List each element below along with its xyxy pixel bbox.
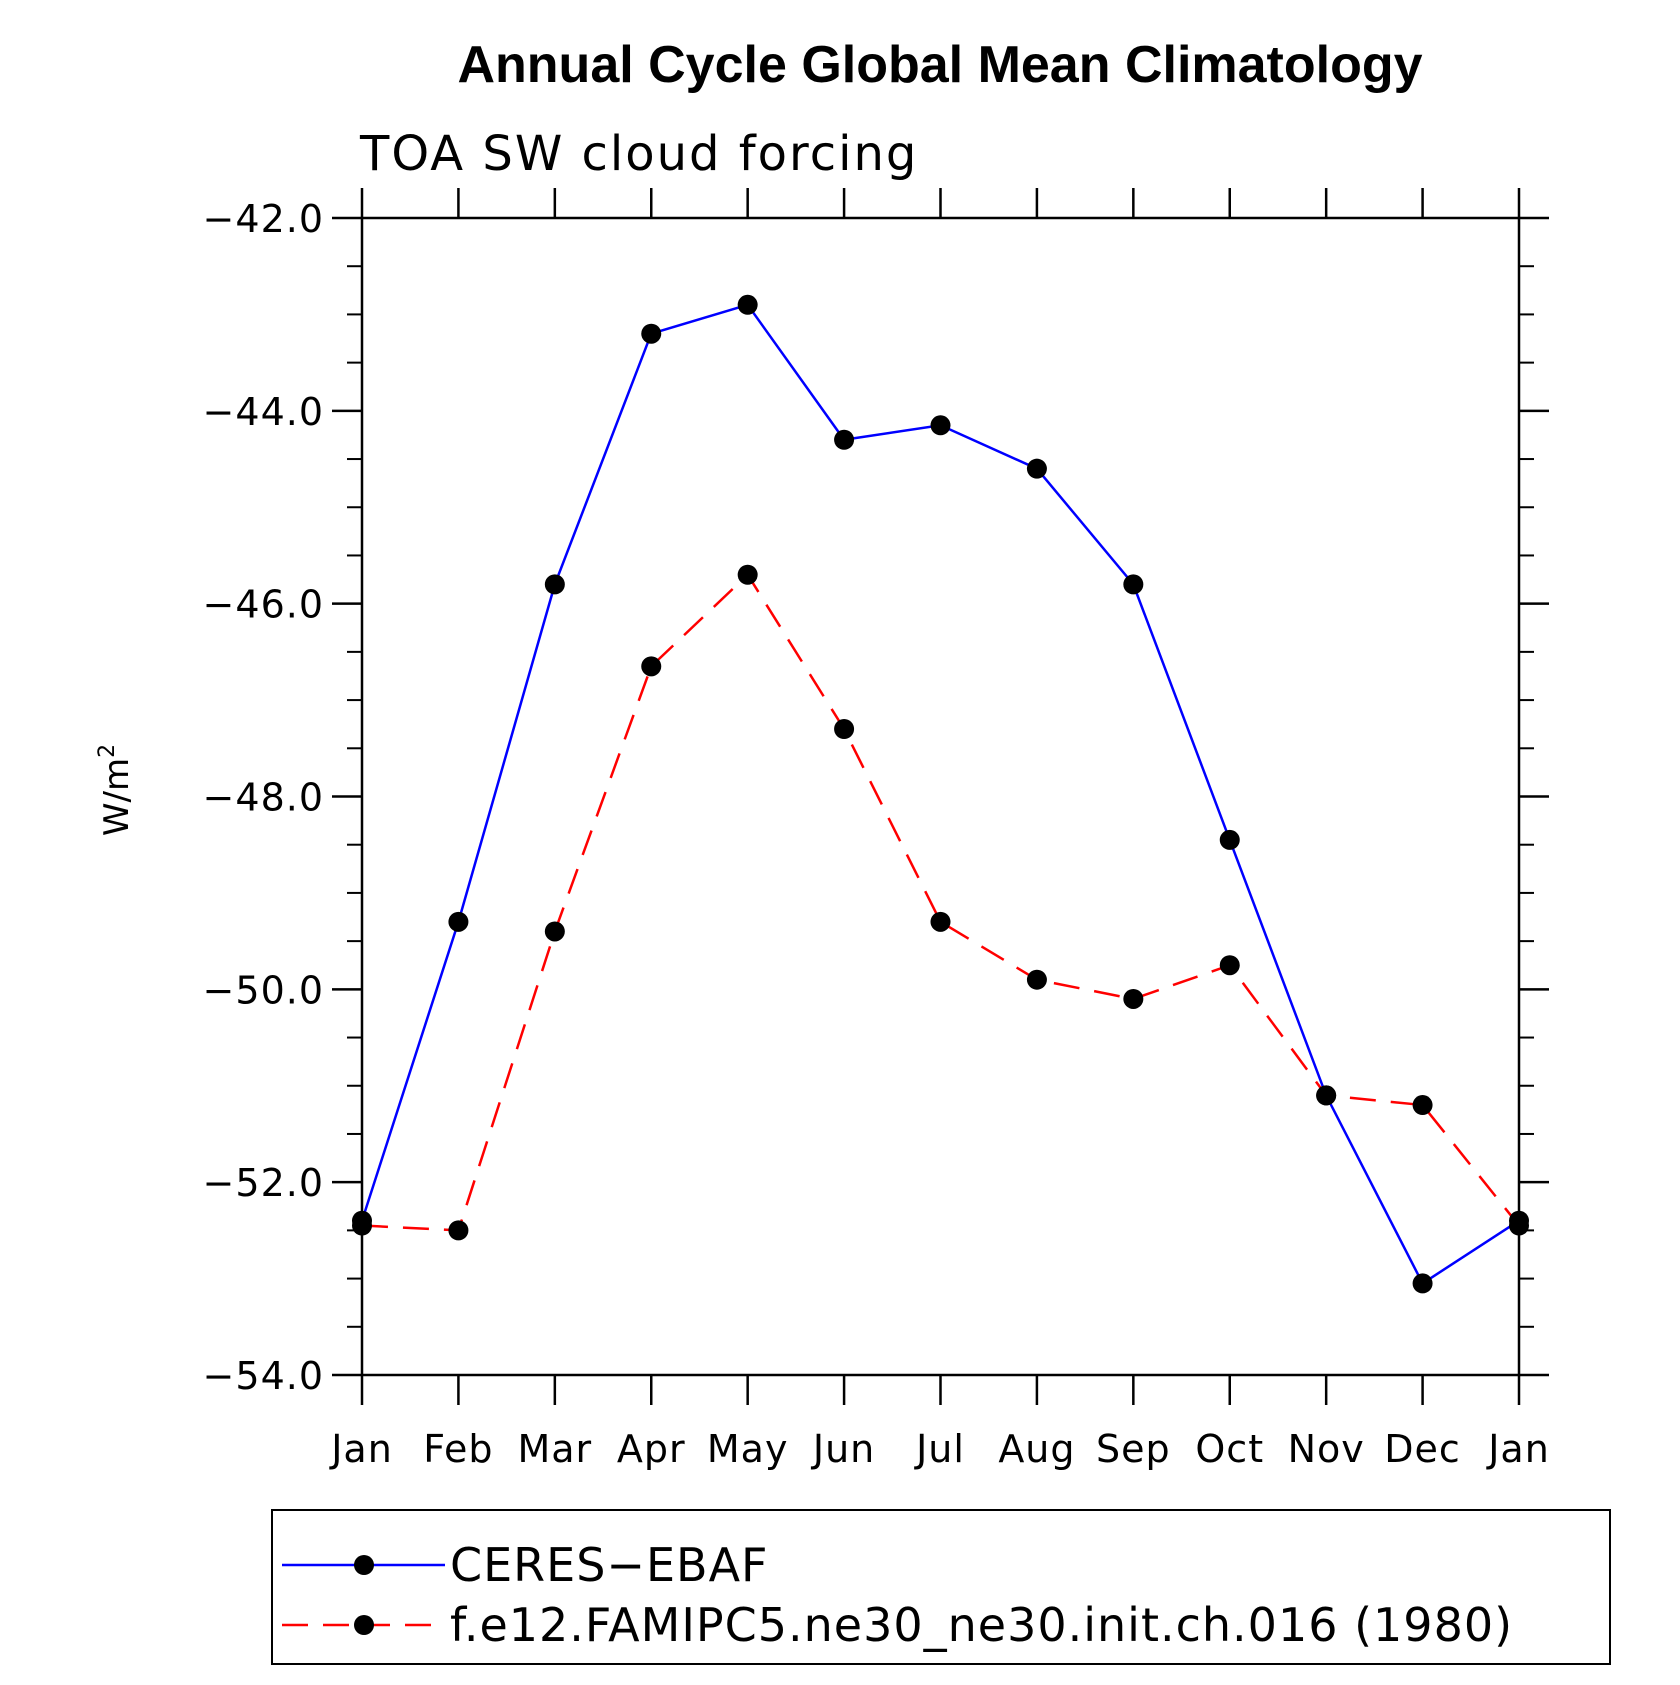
x-tick-label: Oct <box>1195 1427 1264 1471</box>
x-tick-label: Sep <box>1096 1427 1171 1471</box>
series-point <box>1316 1085 1337 1106</box>
series-point <box>930 415 951 436</box>
y-axis-label: W/m2 <box>95 744 137 836</box>
y-tick-label: −46.0 <box>203 583 324 627</box>
series-point <box>1219 955 1240 976</box>
series-point <box>1123 574 1144 595</box>
series-point <box>641 656 662 677</box>
series-point <box>834 719 855 740</box>
series-point <box>448 1220 469 1241</box>
legend-entry-label: f.e12.FAMIPC5.ne30_ne30.init.ch.016 (198… <box>450 1598 1513 1652</box>
x-tick-label: Mar <box>517 1427 592 1471</box>
y-axis-label-superscript: 2 <box>95 744 120 758</box>
series-point <box>1026 458 1047 479</box>
legend-entry-label: CERES−EBAF <box>450 1538 769 1592</box>
axis-ticks: −54.0 −52.0 −50.0 −48.0 −46.0 −44.0 −42.0 Jan Fe… <box>203 188 1550 1471</box>
series-point <box>544 921 565 942</box>
series-point <box>448 911 469 932</box>
y-axis-label-text: W/m <box>97 758 137 836</box>
x-tick-label: Nov <box>1288 1427 1365 1471</box>
x-tick-label: Jan <box>1486 1427 1550 1471</box>
series-point <box>544 574 565 595</box>
series-line <box>360 303 1520 1286</box>
series-point <box>1509 1210 1529 1231</box>
x-tick-label: Dec <box>1384 1427 1461 1471</box>
y-tick-label: −44.0 <box>203 390 324 434</box>
series-point <box>1026 969 1047 990</box>
series-point <box>930 911 951 932</box>
series-point <box>834 429 855 450</box>
x-tick-label: May <box>707 1427 789 1471</box>
x-tick-label: Jul <box>914 1427 965 1471</box>
series-point <box>737 294 758 315</box>
x-tick-label: Apr <box>617 1427 686 1471</box>
series-point <box>1412 1273 1433 1294</box>
chart-title: Annual Cycle Global Mean Climatology <box>457 36 1422 94</box>
x-tick-label: Aug <box>998 1427 1075 1471</box>
y-tick-label: −54.0 <box>203 1354 324 1398</box>
x-tick-label: Jun <box>811 1427 875 1471</box>
y-tick-label: −48.0 <box>203 776 324 820</box>
legend-marker <box>354 1555 374 1575</box>
series-point <box>352 1210 372 1231</box>
legend: CERES−EBAF f.e12.FAMIPC5.ne30_ne30.init.c… <box>282 1538 1513 1652</box>
series-point <box>1123 988 1144 1009</box>
plot-series <box>352 294 1529 1294</box>
series-point <box>1412 1095 1433 1116</box>
series-point <box>1219 829 1240 850</box>
y-tick-label: −42.0 <box>203 197 324 241</box>
legend-marker <box>354 1615 374 1635</box>
y-tick-label: −52.0 <box>203 1161 324 1205</box>
legend-box <box>271 1509 1611 1665</box>
y-tick-label: −50.0 <box>203 968 324 1012</box>
chart-subtitle: TOA SW cloud forcing <box>359 126 918 182</box>
plot-frame <box>360 216 1521 1377</box>
svg-text:W/m2: W/m2 <box>95 744 137 836</box>
x-tick-label: Jan <box>329 1427 393 1471</box>
series-point <box>641 323 662 344</box>
series-point <box>737 564 758 585</box>
x-tick-label: Feb <box>423 1427 493 1471</box>
